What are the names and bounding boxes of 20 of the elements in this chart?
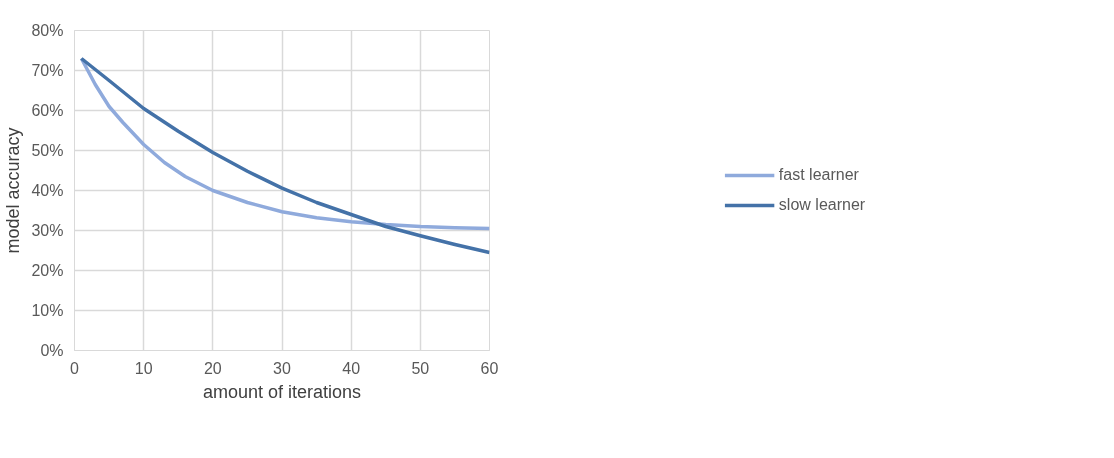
x-tick-label: 40 [342,359,361,377]
y-tick-label: 80% [31,22,64,39]
y-axis-title: model accuracy [3,127,24,254]
x-tick-label: 10 [134,359,153,377]
x-tick-label: 0 [70,359,80,377]
y-tick-label: 60% [31,102,64,119]
x-tick-label: 50 [411,359,430,377]
y-tick-label: 30% [31,222,64,239]
y-tick-label: 0% [40,342,64,359]
legend-label: fast learner [778,166,859,184]
x-tick-label: 60 [480,359,499,377]
y-tick-label: 50% [31,142,64,159]
y-tick-label: 40% [31,182,64,199]
x-tick-label: 20 [203,359,222,377]
y-tick-label: 20% [31,262,64,279]
x-tick-label: 30 [273,359,291,377]
y-tick-label: 70% [31,62,64,79]
legend-label: slow learner [778,196,866,214]
y-tick-label: 10% [31,302,64,319]
x-axis-title: amount of iterations [202,381,362,402]
